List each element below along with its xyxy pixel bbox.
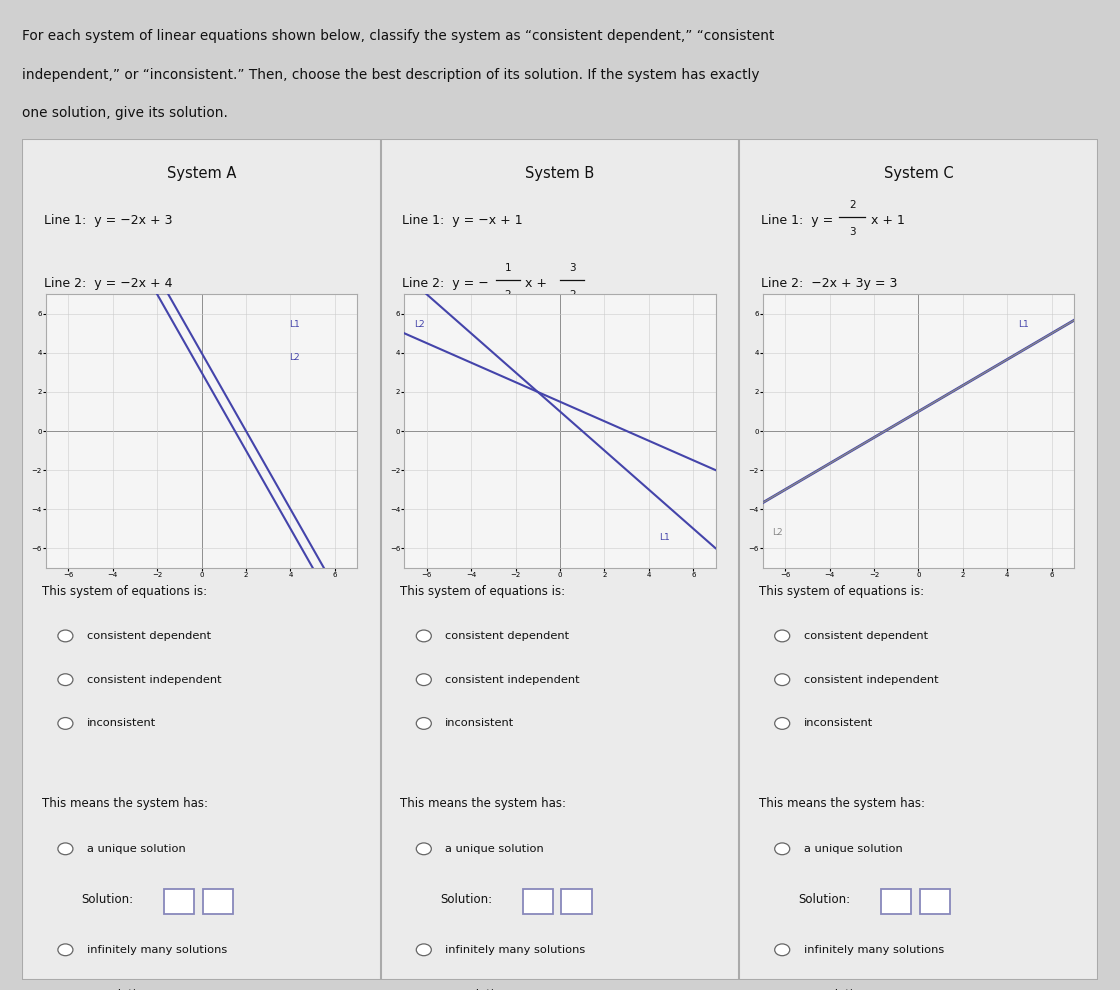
Text: a unique solution: a unique solution — [87, 843, 186, 853]
Text: System B: System B — [525, 165, 595, 180]
Text: inconsistent: inconsistent — [804, 719, 872, 729]
Bar — [165, 889, 195, 914]
Bar — [561, 889, 591, 914]
Bar — [523, 889, 553, 914]
Circle shape — [775, 943, 790, 955]
Text: 2: 2 — [504, 290, 511, 300]
Bar — [920, 889, 950, 914]
Circle shape — [58, 943, 73, 955]
Circle shape — [417, 630, 431, 642]
Text: consistent independent: consistent independent — [446, 674, 580, 685]
Text: This system of equations is:: This system of equations is: — [758, 584, 924, 598]
Circle shape — [775, 718, 790, 730]
Text: consistent independent: consistent independent — [804, 674, 939, 685]
Text: L2: L2 — [413, 320, 424, 329]
Text: inconsistent: inconsistent — [446, 719, 514, 729]
Text: infinitely many solutions: infinitely many solutions — [446, 944, 586, 954]
Text: a unique solution: a unique solution — [446, 843, 544, 853]
Text: Line 1:  y =: Line 1: y = — [760, 215, 837, 228]
Text: inconsistent: inconsistent — [87, 719, 156, 729]
Text: 2: 2 — [569, 290, 576, 300]
Text: Line 1:  y = −x + 1: Line 1: y = −x + 1 — [402, 215, 523, 228]
Text: 2: 2 — [849, 200, 856, 210]
Text: Solution:: Solution: — [799, 893, 850, 906]
Circle shape — [417, 718, 431, 730]
Text: This means the system has:: This means the system has: — [758, 798, 924, 811]
Circle shape — [417, 842, 431, 854]
Bar — [203, 889, 233, 914]
Text: infinitely many solutions: infinitely many solutions — [804, 944, 944, 954]
Text: L1: L1 — [289, 320, 299, 329]
Text: independent,” or “inconsistent.” Then, choose the best description of its soluti: independent,” or “inconsistent.” Then, c… — [22, 67, 759, 82]
Text: consistent dependent: consistent dependent — [87, 631, 211, 641]
Text: a unique solution: a unique solution — [804, 843, 903, 853]
Text: Solution:: Solution: — [440, 893, 492, 906]
Text: This means the system has:: This means the system has: — [400, 798, 566, 811]
Text: consistent independent: consistent independent — [87, 674, 222, 685]
Text: L1: L1 — [660, 534, 670, 543]
Text: This system of equations is:: This system of equations is: — [400, 584, 566, 598]
Circle shape — [417, 943, 431, 955]
Text: no solution: no solution — [804, 988, 867, 990]
Text: System A: System A — [167, 165, 236, 180]
Text: consistent dependent: consistent dependent — [446, 631, 569, 641]
Circle shape — [58, 988, 73, 990]
Bar — [881, 889, 912, 914]
Circle shape — [58, 842, 73, 854]
Text: 3: 3 — [569, 263, 576, 273]
Text: L2: L2 — [289, 352, 299, 362]
Text: no solution: no solution — [446, 988, 508, 990]
Text: Line 2:  y = −2x + 4: Line 2: y = −2x + 4 — [44, 277, 172, 290]
Text: one solution, give its solution.: one solution, give its solution. — [22, 106, 228, 121]
Text: For each system of linear equations shown below, classify the system as “consist: For each system of linear equations show… — [22, 29, 775, 44]
Text: 3: 3 — [849, 227, 856, 237]
Text: Line 1:  y = −2x + 3: Line 1: y = −2x + 3 — [44, 215, 172, 228]
Text: consistent dependent: consistent dependent — [804, 631, 927, 641]
Text: L1: L1 — [1018, 320, 1028, 329]
Text: infinitely many solutions: infinitely many solutions — [87, 944, 227, 954]
Circle shape — [775, 630, 790, 642]
Circle shape — [775, 842, 790, 854]
Text: x +: x + — [525, 277, 547, 290]
Text: This means the system has:: This means the system has: — [41, 798, 207, 811]
Text: Solution:: Solution: — [82, 893, 133, 906]
Text: Line 2:  y = −: Line 2: y = − — [402, 277, 489, 290]
Text: System C: System C — [884, 165, 953, 180]
Circle shape — [417, 674, 431, 685]
Circle shape — [417, 988, 431, 990]
Text: 1: 1 — [504, 263, 511, 273]
Text: Line 2:  −2x + 3y = 3: Line 2: −2x + 3y = 3 — [760, 277, 897, 290]
Circle shape — [775, 988, 790, 990]
Circle shape — [58, 630, 73, 642]
Circle shape — [58, 718, 73, 730]
Circle shape — [58, 674, 73, 685]
Text: L2: L2 — [772, 528, 783, 537]
Text: x + 1: x + 1 — [871, 215, 905, 228]
Circle shape — [775, 674, 790, 685]
Text: no solution: no solution — [87, 988, 150, 990]
Text: This system of equations is:: This system of equations is: — [41, 584, 207, 598]
